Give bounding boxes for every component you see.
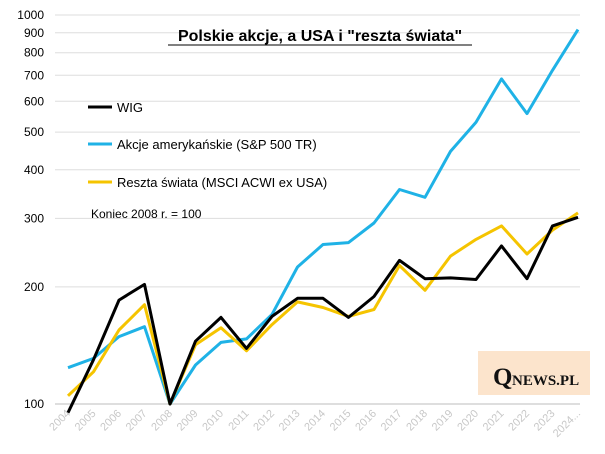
legend-label-wig: WIG (117, 100, 143, 115)
x-tick-label-2016: 2016 (353, 408, 379, 434)
series-lines (66, 28, 580, 414)
x-tick-label-2010: 2010 (200, 408, 226, 434)
y-tick-label-600: 600 (24, 94, 44, 108)
legend-label-sp500: Akcje amerykańskie (S&P 500 TR) (117, 137, 317, 152)
x-tick-label-2009: 2009 (175, 408, 201, 434)
y-tick-label-400: 400 (24, 163, 44, 177)
x-tick-label-2013: 2013 (277, 408, 303, 434)
y-tick-label-1000: 1000 (17, 8, 44, 22)
x-tick-label-2020: 2020 (455, 408, 481, 434)
series-line-0 (66, 215, 579, 414)
y-tick-label-300: 300 (24, 211, 44, 225)
x-tick-label-2022: 2022 (506, 408, 532, 434)
x-tick-label-2012: 2012 (251, 408, 277, 434)
chart-title: Polskie akcje, a USA i "reszta świata" (168, 28, 472, 46)
y-tick-label-700: 700 (24, 68, 44, 82)
x-tick-labels: 2004 2005 2006 2007 2008 2009 2010 2011 2012 2013… (47, 408, 583, 440)
series-line-1 (67, 28, 580, 406)
logo-news-text: NEWS.PL (512, 373, 579, 389)
x-tick-label-2019: 2019 (430, 408, 456, 434)
y-tick-label-200: 200 (24, 280, 44, 294)
logo-q: Q (493, 364, 512, 391)
legend-label-msci: Reszta świata (MSCI ACWI ex USA) (117, 175, 327, 190)
y-tick-label-100: 100 (24, 397, 44, 411)
x-tick-label-2018: 2018 (404, 408, 430, 434)
logo-background (478, 351, 590, 395)
x-tick-label-2006: 2006 (98, 408, 124, 434)
series-line-2 (66, 211, 579, 406)
x-tick-label-2015: 2015 (328, 408, 354, 434)
x-tick-label-2008: 2008 (149, 408, 175, 434)
legend: WIG Akcje amerykańskie (S&P 500 TR) Resz… (88, 100, 327, 190)
x-tick-label-2011: 2011 (226, 408, 251, 433)
x-tick-label-2017: 2017 (379, 408, 405, 434)
x-tick-label-2024...: 2024... (551, 408, 583, 440)
x-tick-label-2007: 2007 (124, 408, 150, 434)
y-tick-label-500: 500 (24, 125, 44, 139)
y-tick-labels: 100 200 300 400 500 600 700 800 900 1000 (17, 8, 44, 411)
x-tick-label-2021: 2021 (481, 408, 507, 434)
x-tick-label-2014: 2014 (302, 408, 328, 434)
logo: Q NEWS.PL (478, 351, 590, 395)
y-tick-label-800: 800 (24, 46, 44, 60)
baseline-annotation: Koniec 2008 r. = 100 (91, 207, 202, 221)
y-gridlines (55, 14, 580, 288)
chart-title-text: Polskie akcje, a USA i "reszta świata" (178, 28, 462, 45)
y-tick-label-900: 900 (24, 26, 44, 40)
x-tick-label-2005: 2005 (73, 408, 99, 434)
